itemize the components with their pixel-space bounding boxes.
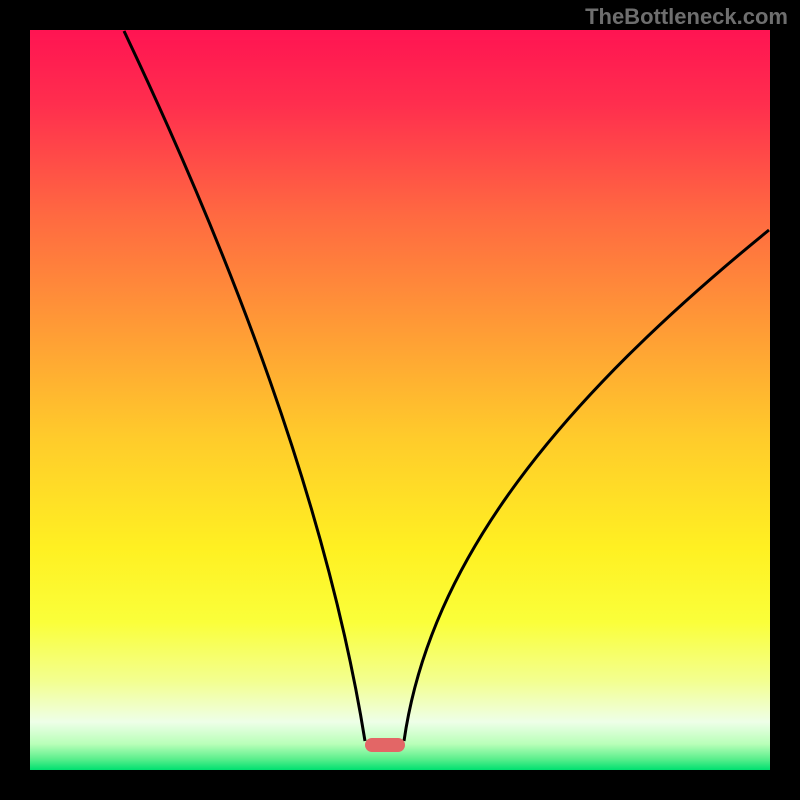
plot-gradient-background: [30, 30, 770, 770]
watermark-text: TheBottleneck.com: [585, 4, 788, 30]
minimum-marker: [365, 738, 405, 752]
chart-container: { "watermark": { "text": "TheBottleneck.…: [0, 0, 800, 800]
bottleneck-chart-svg: [0, 0, 800, 800]
